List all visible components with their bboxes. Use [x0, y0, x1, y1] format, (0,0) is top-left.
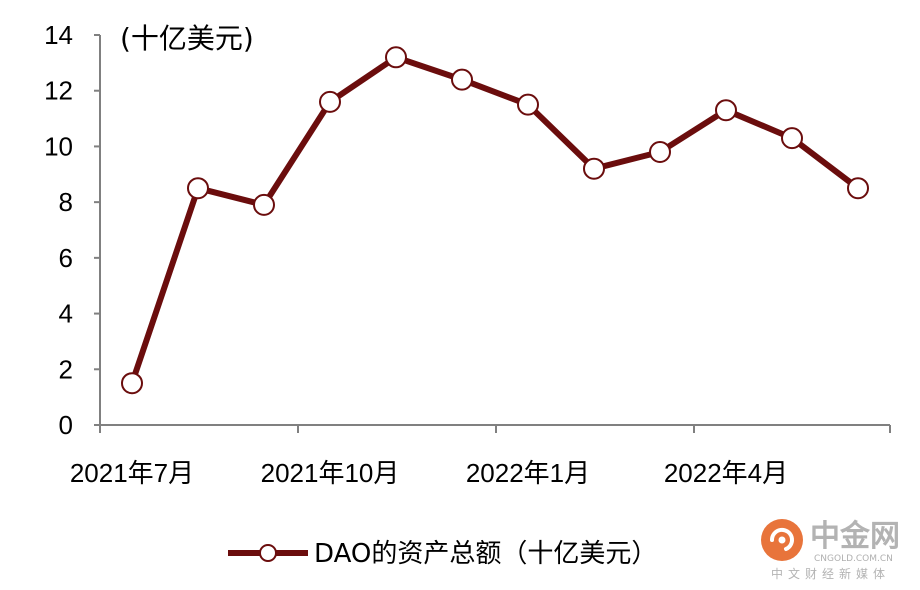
y-tick-label: 8 — [59, 187, 73, 217]
data-point — [715, 99, 737, 122]
y-tick-label: 14 — [44, 20, 73, 50]
data-point — [451, 68, 473, 91]
y-tick-label: 12 — [44, 76, 73, 106]
data-point — [847, 177, 869, 200]
watermark-logo — [761, 519, 803, 561]
series-line — [129, 54, 861, 387]
legend: DAO的资产总额（十亿美元） — [228, 539, 657, 569]
x-tick-label: 2021年10月 — [261, 458, 400, 488]
watermark-url: CNGOLD.COM.CN — [814, 554, 893, 564]
y-tick-label: 4 — [59, 299, 73, 329]
data-point — [121, 372, 143, 395]
watermark-title: 中金网 — [810, 519, 900, 554]
y-tick-label: 6 — [59, 243, 73, 273]
data-point — [319, 90, 341, 113]
x-tick-label: 2022年1月 — [466, 458, 590, 488]
watermark: 中金网 CNGOLD.COM.CN 中文财经新媒体 — [761, 519, 900, 581]
data-point — [385, 46, 407, 69]
y-tick-label: 10 — [44, 131, 73, 161]
data-point — [583, 157, 605, 180]
data-point — [649, 141, 671, 163]
x-axis-ticks: 2021年7月 2021年10月 2022年1月 2022年4月 — [70, 425, 891, 488]
data-point — [517, 93, 539, 116]
x-tick-label: 2022年4月 — [664, 458, 788, 488]
data-point — [187, 177, 209, 200]
x-tick-label: 2021年7月 — [70, 458, 194, 488]
series-layer — [121, 46, 869, 395]
watermark-subtitle: 中文财经新媒体 — [771, 566, 890, 581]
y-tick-label: 2 — [59, 354, 73, 384]
data-point — [781, 127, 803, 150]
y-axis-unit-label: (十亿美元) — [120, 22, 254, 55]
legend-marker-swatch — [259, 544, 277, 562]
legend-label: DAO的资产总额（十亿美元） — [314, 539, 657, 569]
data-point — [253, 193, 275, 216]
y-tick-label: 0 — [59, 410, 73, 440]
y-axis-ticks: 0 2 4 6 8 10 12 14 — [44, 20, 100, 440]
